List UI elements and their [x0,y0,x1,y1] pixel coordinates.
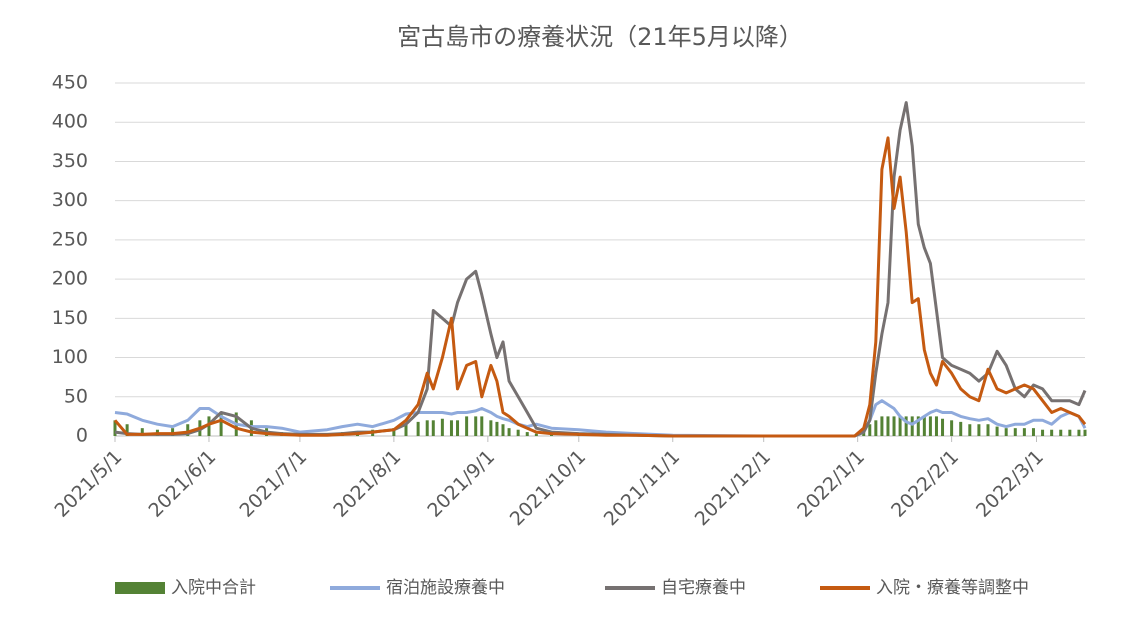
line-series [114,101,1087,438]
bar [489,420,493,436]
bar [892,416,896,436]
bar [219,412,223,436]
y-tick-label: 250 [52,228,88,250]
bar [550,434,553,436]
legend-swatch [115,582,165,594]
bar [425,420,429,436]
x-tick-label: 2022/2/1 [887,446,963,522]
y-tick-label: 0 [76,425,88,447]
bar [1050,429,1054,436]
bar [495,421,499,436]
bar [1041,429,1045,436]
bar [207,416,211,436]
bar [465,416,469,436]
bar [440,418,444,436]
chart-title: 宮古島市の療養状況（21年5月以降） [397,23,803,51]
bar [898,416,902,436]
x-tick-label: 2022/3/1 [972,446,1048,522]
line-series [114,399,1087,438]
x-tick-label: 2021/8/1 [329,446,405,522]
bar [534,433,538,436]
y-tick-label: 100 [52,346,88,368]
bar [171,428,175,436]
bar [456,420,460,436]
bar [507,428,511,436]
bar [977,424,981,436]
x-tick-label: 2021/12/1 [691,446,775,530]
legend-label: 宿泊施設療養中 [386,578,505,598]
bar [950,420,954,436]
bar [928,416,932,436]
y-tick-label: 350 [52,150,88,172]
bar [880,416,884,436]
bar [862,432,866,436]
legend-label: 入院・療養等調整中 [876,578,1029,598]
y-tick-label: 450 [52,72,88,94]
bar [392,428,396,436]
line-series [113,136,1087,438]
bar [125,424,129,436]
bar [140,428,144,436]
bar [113,420,117,436]
bar [404,424,408,436]
bar [416,421,420,436]
bar [910,416,914,436]
bar [968,424,972,436]
x-tick-label: 2021/7/1 [235,446,311,522]
y-tick-label: 300 [52,189,88,211]
bar [868,424,872,436]
bar [995,426,999,436]
bar [474,416,478,436]
bar [1068,429,1072,436]
bar [480,416,484,436]
bar [516,429,520,436]
y-tick-label: 400 [52,111,88,133]
bar [1013,428,1017,436]
bar [922,416,926,436]
x-tick-label: 2021/10/1 [506,446,590,530]
bar [186,424,190,436]
x-tick-label: 2021/6/1 [144,446,220,522]
bar [934,416,938,436]
bar [1077,429,1081,436]
bar [1031,428,1035,436]
y-tick-label: 50 [64,385,88,407]
y-tick-label: 200 [52,268,88,290]
bar [449,420,453,436]
bar [941,418,945,436]
bar [1059,429,1063,436]
x-tick-label: 2022/1/1 [793,446,869,522]
bar [525,432,529,436]
bar [916,416,920,436]
x-tick-label: 2021/9/1 [423,446,499,522]
bar [959,421,963,436]
x-tick-label: 2021/11/1 [600,446,684,530]
bar [1004,428,1008,436]
bar [501,424,505,436]
x-tick-label: 2021/5/1 [51,446,127,522]
bar [874,420,878,436]
bar [1083,429,1087,436]
legend-label: 自宅療養中 [661,578,746,598]
bar [886,416,890,436]
bar [1022,428,1026,436]
bar [904,416,908,436]
bar [431,420,435,436]
bar [986,424,990,436]
legend-label: 入院中合計 [171,578,256,598]
y-tick-label: 150 [52,307,88,329]
